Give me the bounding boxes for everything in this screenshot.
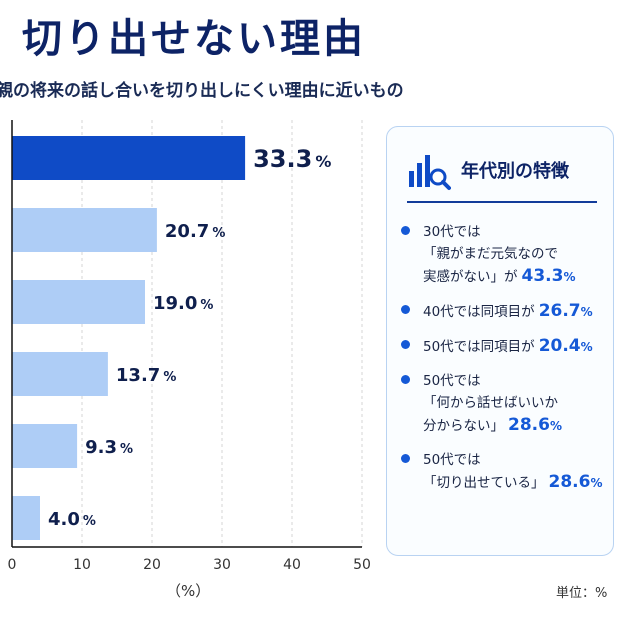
x-tick-label: 30 (213, 557, 231, 573)
feature-item: 50代では「何から話せばいいか分からない」 28.6% (401, 370, 611, 437)
bar (12, 424, 78, 468)
bullet-icon (401, 375, 410, 384)
x-tick-label: 0 (8, 557, 17, 573)
bar (12, 496, 40, 540)
feature-value: 26.7% (538, 301, 593, 321)
feature-text: 実感がない」が 43.3% (423, 266, 576, 286)
feature-text: 「何から話せばいいか (423, 395, 558, 411)
data-label: 13.7% (116, 365, 176, 386)
feature-list: 30代では「親がまだ元気なので実感がない」が 43.3% 40代では同項目が 26.7… (401, 221, 611, 506)
feature-text: 30代では (423, 224, 481, 240)
feature-text: 50代では (423, 373, 481, 389)
feature-item: 50代では「切り出せている」 28.6% (401, 449, 611, 494)
feature-text: 50代では同項目が 20.4% (423, 336, 593, 356)
data-label: 4.0% (48, 509, 96, 530)
data-label: 19.0% (153, 293, 213, 314)
panel-title: 年代別の特徴 (461, 161, 569, 182)
feature-text: 「親がまだ元気なので (423, 246, 558, 262)
page-title: 切り出せない理由 (22, 16, 366, 62)
feature-value: 28.6% (508, 415, 562, 435)
feature-item: 50代では同項目が 20.4% (401, 335, 611, 358)
feature-text: 50代では (423, 452, 481, 468)
page-subtitle: 親の将来の話し合いを切り出しにくい理由に近いもの (0, 81, 404, 101)
bar-chart-magnifier-icon (409, 155, 451, 190)
bar (12, 208, 157, 252)
bar (12, 280, 145, 324)
feature-item: 40代では同項目が 26.7% (401, 300, 611, 323)
feature-text: 分からない」 28.6% (423, 415, 562, 435)
data-label: 33.3% (253, 145, 331, 173)
x-tick-label: 40 (283, 557, 301, 573)
feature-text: 「切り出せている」 28.6% (423, 472, 603, 492)
generation-features-panel: 年代別の特徴 30代では「親がまだ元気なので実感がない」が 43.3% 40代では同… (386, 126, 614, 556)
bullet-icon (401, 454, 410, 463)
x-tick-label: 20 (143, 557, 161, 573)
data-label: 9.3% (85, 437, 133, 458)
bullet-icon (401, 340, 410, 349)
bar (12, 352, 108, 396)
feature-item: 30代では「親がまだ元気なので実感がない」が 43.3% (401, 221, 611, 288)
x-axis-label: （%） (166, 582, 211, 600)
unit-note: 単位：% (556, 586, 608, 601)
data-label: 20.7% (165, 221, 225, 242)
feature-value: 20.4% (538, 336, 593, 356)
x-tick-label: 10 (73, 557, 91, 573)
bullet-icon (401, 226, 410, 235)
bullet-icon (401, 305, 410, 314)
bar (12, 136, 246, 180)
feature-value: 28.6% (548, 472, 603, 492)
feature-value: 43.3% (521, 266, 576, 286)
panel-header: 年代別の特徴 (407, 147, 597, 203)
x-tick-label: 50 (353, 557, 371, 573)
feature-text: 40代では同項目が 26.7% (423, 301, 593, 321)
